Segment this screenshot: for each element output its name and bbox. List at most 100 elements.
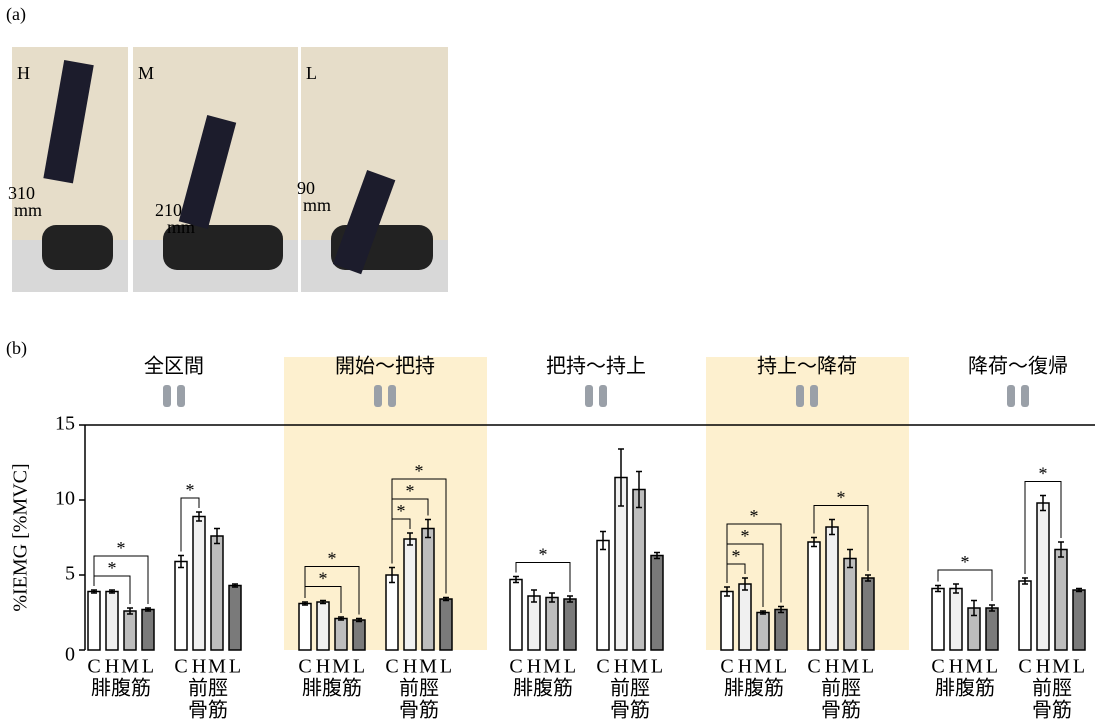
bar bbox=[986, 608, 998, 650]
bar bbox=[1037, 503, 1049, 650]
sig-star: * bbox=[328, 549, 337, 569]
phase-title: 全区間 bbox=[144, 355, 204, 378]
sig-bracket bbox=[94, 556, 148, 604]
muscle-name: 骨筋 bbox=[399, 699, 439, 722]
muscle-name: 前脛 bbox=[821, 677, 861, 700]
condition-label: L bbox=[862, 656, 874, 678]
bar bbox=[862, 578, 874, 650]
bar bbox=[317, 602, 329, 650]
muscle-name: 前脛 bbox=[610, 677, 650, 700]
condition-label: M bbox=[121, 656, 139, 678]
bar bbox=[932, 589, 944, 651]
phase-icon bbox=[177, 385, 185, 407]
bar bbox=[651, 556, 663, 651]
bar bbox=[353, 620, 365, 650]
length-unit: mm bbox=[303, 195, 331, 215]
bar bbox=[1055, 550, 1067, 651]
bar bbox=[808, 542, 820, 650]
condition-label: C bbox=[1018, 656, 1031, 678]
condition-label: H bbox=[192, 656, 206, 678]
bar bbox=[510, 580, 522, 651]
sig-star: * bbox=[415, 461, 424, 481]
page: (a) (b) H310mmM210mmL90mm051015%IEMG [%M… bbox=[0, 0, 1097, 725]
condition-label: C bbox=[931, 656, 944, 678]
muscle-name: 骨筋 bbox=[188, 699, 228, 722]
bar bbox=[211, 536, 223, 650]
sig-star: * bbox=[961, 552, 970, 572]
bar bbox=[546, 598, 558, 651]
y-tick-label: 10 bbox=[55, 488, 75, 510]
bar bbox=[528, 596, 540, 650]
y-tick-label: 15 bbox=[55, 413, 75, 435]
sig-star: * bbox=[741, 526, 750, 546]
bar bbox=[404, 539, 416, 650]
bar bbox=[124, 611, 136, 650]
bar bbox=[1019, 581, 1031, 650]
condition-label: H bbox=[825, 656, 839, 678]
phase-icon bbox=[163, 385, 171, 407]
photo-label: L bbox=[306, 63, 317, 83]
condition-label: H bbox=[738, 656, 752, 678]
phase-title: 降荷〜復帰 bbox=[968, 355, 1068, 378]
sig-star: * bbox=[750, 506, 759, 526]
phase-icon bbox=[1007, 385, 1015, 407]
condition-label: C bbox=[174, 656, 187, 678]
condition-label: M bbox=[543, 656, 561, 678]
bar bbox=[386, 575, 398, 650]
sig-star: * bbox=[837, 488, 846, 508]
y-tick-label: 0 bbox=[65, 644, 75, 666]
length-unit: mm bbox=[14, 200, 42, 220]
photo-label: H bbox=[17, 63, 30, 83]
condition-label: M bbox=[1052, 656, 1070, 678]
sig-bracket bbox=[516, 563, 570, 593]
phase-icon bbox=[388, 385, 396, 407]
sig-star: * bbox=[117, 538, 126, 558]
phase-title: 把持〜持上 bbox=[546, 355, 646, 378]
bar bbox=[142, 610, 154, 651]
bar bbox=[721, 592, 733, 651]
muscle-name: 腓腹筋 bbox=[513, 677, 573, 700]
muscle-name: 骨筋 bbox=[821, 699, 861, 722]
muscle-name: 腓腹筋 bbox=[935, 677, 995, 700]
condition-label: L bbox=[651, 656, 663, 678]
y-tick-label: 5 bbox=[65, 563, 75, 585]
condition-label: L bbox=[440, 656, 452, 678]
sig-star: * bbox=[539, 545, 548, 565]
bar bbox=[564, 599, 576, 650]
condition-label: M bbox=[630, 656, 648, 678]
bar bbox=[633, 490, 645, 651]
sig-star: * bbox=[732, 546, 741, 566]
muscle-name: 腓腹筋 bbox=[91, 677, 151, 700]
condition-label: C bbox=[298, 656, 311, 678]
condition-label: L bbox=[229, 656, 241, 678]
condition-label: C bbox=[720, 656, 733, 678]
bar bbox=[597, 541, 609, 651]
panel-a-label: (a) bbox=[6, 4, 26, 25]
muscle-name: 骨筋 bbox=[1032, 699, 1072, 722]
figure: (a) (b) H310mmM210mmL90mm051015%IEMG [%M… bbox=[0, 0, 1097, 725]
bar bbox=[826, 527, 838, 650]
condition-label: L bbox=[986, 656, 998, 678]
bar bbox=[950, 589, 962, 651]
sig-star: * bbox=[319, 569, 328, 589]
bar bbox=[844, 559, 856, 651]
phase-icon bbox=[374, 385, 382, 407]
condition-label: H bbox=[105, 656, 119, 678]
bar bbox=[229, 586, 241, 651]
condition-label: H bbox=[403, 656, 417, 678]
condition-label: M bbox=[754, 656, 772, 678]
condition-label: C bbox=[509, 656, 522, 678]
phase-title: 開始〜把持 bbox=[335, 355, 435, 378]
muscle-name: 前脛 bbox=[188, 677, 228, 700]
condition-label: H bbox=[949, 656, 963, 678]
bar bbox=[335, 619, 347, 651]
bar bbox=[757, 613, 769, 651]
phase-icon bbox=[599, 385, 607, 407]
bar bbox=[193, 517, 205, 651]
length-unit: mm bbox=[167, 217, 195, 237]
condition-label: C bbox=[385, 656, 398, 678]
bar bbox=[440, 599, 452, 650]
muscle-name: 骨筋 bbox=[610, 699, 650, 722]
condition-label: H bbox=[527, 656, 541, 678]
sig-star: * bbox=[1039, 464, 1048, 484]
